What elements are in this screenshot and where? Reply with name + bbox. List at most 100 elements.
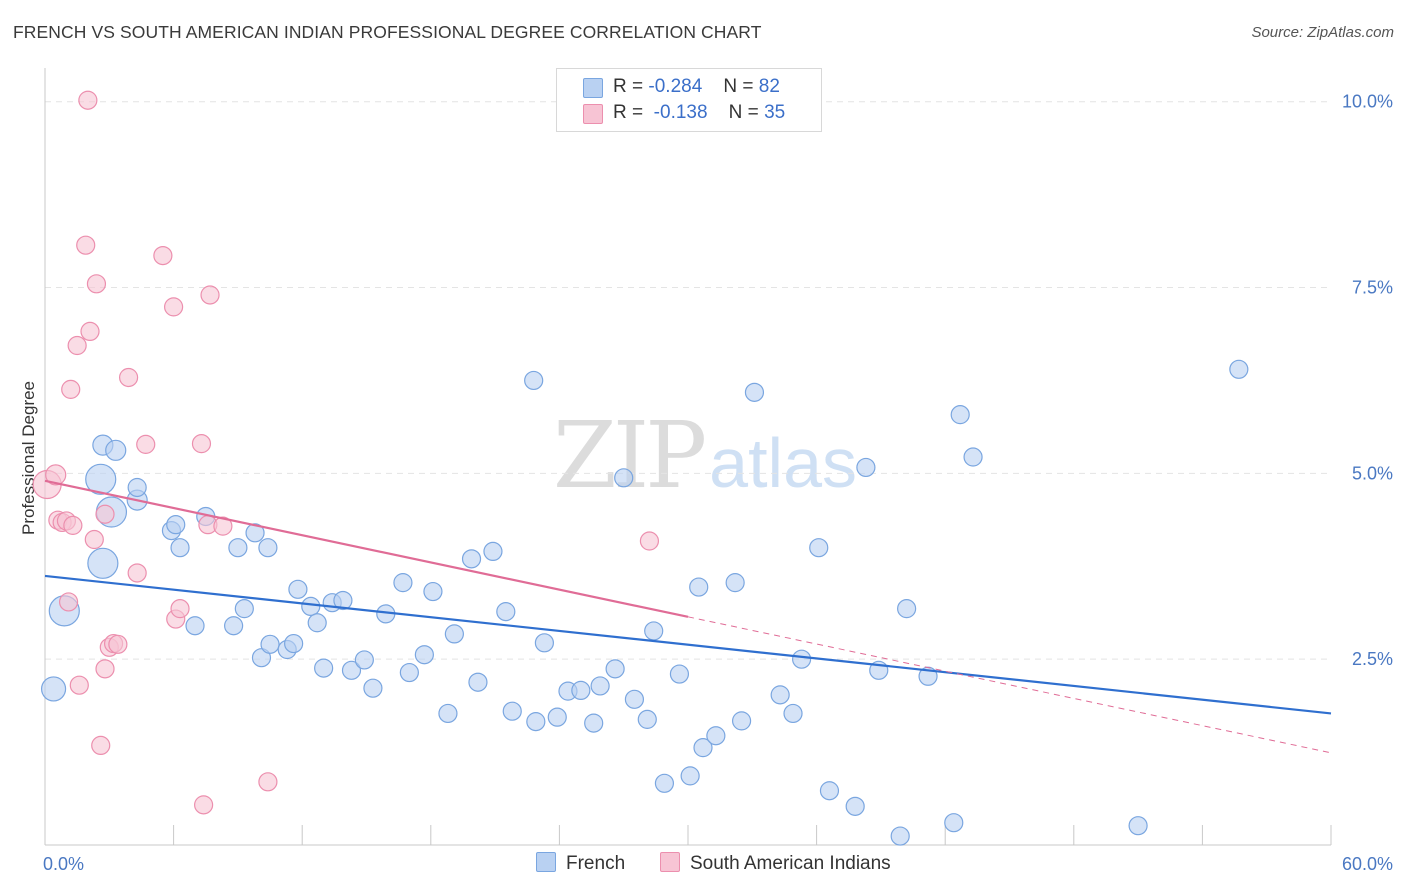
french-point bbox=[468, 672, 488, 692]
french-point bbox=[731, 711, 752, 731]
french-point bbox=[819, 781, 840, 801]
french-point bbox=[288, 579, 308, 599]
legend-french-r-label: R = bbox=[613, 76, 644, 97]
bottom-legend-sai: South American Indians bbox=[660, 852, 891, 875]
french-point bbox=[341, 660, 362, 680]
french-point bbox=[284, 633, 304, 654]
sai-point bbox=[170, 599, 190, 619]
french-point bbox=[524, 370, 544, 391]
watermark: ZIPatlas bbox=[553, 402, 857, 509]
watermark-zip: ZIP bbox=[553, 402, 707, 509]
french-point bbox=[644, 621, 664, 641]
french-point bbox=[950, 405, 970, 425]
chart-title: FRENCH VS SOUTH AMERICAN INDIAN PROFESSI… bbox=[13, 22, 762, 42]
french-point bbox=[502, 701, 522, 721]
legend-sai-r-label: R = bbox=[613, 102, 644, 123]
y-tick-label: 7.5% bbox=[1352, 278, 1393, 298]
french-point bbox=[783, 703, 803, 724]
french-point bbox=[307, 613, 327, 633]
french-point bbox=[438, 703, 458, 724]
y-tick-label: 2.5% bbox=[1352, 649, 1393, 669]
french-point bbox=[856, 457, 876, 478]
sai-point bbox=[136, 434, 156, 454]
french-point bbox=[245, 523, 265, 543]
bottom-legend-sai-label: South American Indians bbox=[690, 853, 891, 874]
french-point bbox=[1128, 816, 1148, 836]
french-point bbox=[234, 599, 254, 619]
french-point bbox=[680, 766, 700, 786]
french-point bbox=[791, 649, 812, 669]
french-point bbox=[185, 616, 205, 636]
french-point bbox=[414, 645, 434, 665]
sai-point bbox=[58, 592, 79, 612]
sai-point bbox=[76, 235, 96, 255]
sai-trend-line bbox=[44, 479, 689, 618]
sai-point bbox=[164, 297, 184, 317]
french-point bbox=[614, 468, 634, 488]
french-point bbox=[85, 463, 117, 495]
legend-swatch-french bbox=[583, 78, 603, 98]
french-point bbox=[483, 541, 503, 562]
french-point bbox=[637, 709, 657, 729]
french-point bbox=[624, 689, 645, 709]
french-point bbox=[166, 515, 186, 535]
legend-sai-n-value: 35 bbox=[764, 102, 786, 123]
sai-point bbox=[200, 285, 220, 305]
legend-swatch-sai bbox=[583, 104, 603, 124]
y-tick-label: 5.0% bbox=[1352, 463, 1393, 483]
french-point bbox=[689, 577, 709, 597]
french-point bbox=[1229, 359, 1249, 379]
french-point bbox=[669, 664, 690, 684]
legend-french-n-label: N = bbox=[723, 76, 754, 97]
french-point bbox=[260, 634, 280, 654]
bottom-legend-french: French bbox=[536, 852, 625, 875]
sai-point bbox=[84, 529, 104, 550]
french-trend-line bbox=[44, 574, 1332, 715]
french-point bbox=[363, 678, 383, 698]
french-point bbox=[571, 680, 591, 701]
french-point bbox=[399, 662, 419, 683]
sai-point bbox=[191, 434, 212, 454]
french-point bbox=[40, 676, 67, 702]
legend-sai-n-label: N = bbox=[728, 102, 759, 123]
sai-point bbox=[69, 675, 89, 695]
french-point bbox=[534, 633, 554, 653]
sai-point bbox=[67, 335, 87, 356]
sai-point bbox=[95, 659, 115, 679]
french-point bbox=[444, 624, 464, 644]
french-point bbox=[333, 590, 353, 611]
y-axis-label: Professional Degree bbox=[19, 381, 38, 535]
sai-point bbox=[95, 504, 115, 524]
french-point bbox=[87, 547, 119, 579]
french-point bbox=[354, 650, 374, 670]
french-point bbox=[258, 538, 278, 558]
sai-point bbox=[118, 367, 139, 388]
sai-point bbox=[63, 515, 83, 535]
watermark-atlas: atlas bbox=[709, 424, 858, 502]
french-point bbox=[706, 726, 726, 746]
sai-trend-extension bbox=[687, 616, 1332, 754]
french-point bbox=[725, 573, 745, 593]
french-point bbox=[590, 676, 610, 696]
french-point bbox=[314, 658, 334, 678]
sai-point bbox=[213, 516, 233, 536]
sai-point bbox=[86, 274, 107, 294]
french-point bbox=[584, 713, 604, 733]
french-point bbox=[127, 477, 147, 498]
french-point bbox=[170, 538, 190, 558]
sai-point bbox=[639, 531, 660, 551]
legend-french-n-value: 82 bbox=[758, 76, 780, 97]
stats-legend: R = -0.284 N = 82 R = -0.138 N = 35 bbox=[556, 68, 822, 132]
legend-french-r-value: -0.284 bbox=[648, 76, 703, 97]
sai-point bbox=[80, 321, 100, 342]
french-point bbox=[963, 447, 983, 467]
french-point bbox=[251, 648, 272, 668]
y-tick-label: 10.0% bbox=[1342, 92, 1393, 112]
french-point bbox=[224, 616, 244, 636]
bottom-swatch-french bbox=[536, 852, 556, 872]
sai-point bbox=[194, 795, 214, 815]
sai-point bbox=[61, 379, 81, 399]
french-point bbox=[526, 712, 546, 732]
sai-point bbox=[153, 245, 173, 266]
